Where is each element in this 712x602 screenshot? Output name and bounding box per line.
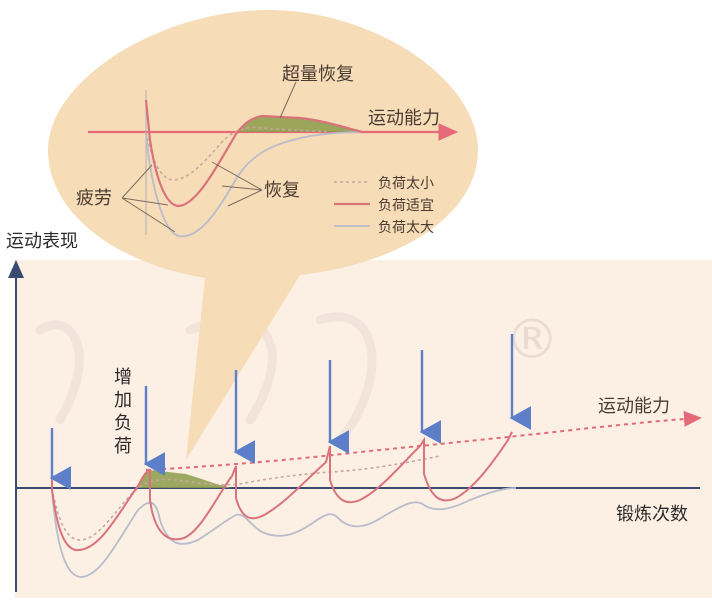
callout-curve-small — [145, 126, 331, 181]
callout-bubble — [48, 10, 478, 460]
recovery-pointer-1 — [211, 161, 263, 191]
plot-background — [15, 260, 712, 598]
fatigue-label: 疲劳 — [76, 188, 112, 209]
fatigue-pointer-2 — [121, 197, 169, 206]
callout-curve-large — [145, 131, 363, 238]
callout-axis-label: 运动能力 — [368, 108, 440, 129]
watermark: ® — [505, 308, 559, 371]
x-axis-label: 锻炼次数 — [616, 504, 688, 525]
load-label-char-1: 增 — [114, 367, 132, 388]
callout-supercomp-area — [238, 116, 362, 132]
fatigue-pointer-1 — [121, 164, 153, 199]
main-curve-small — [51, 455, 441, 541]
y-axis-label: 运动表现 — [6, 231, 78, 252]
legend-label-optimal: 负荷适宜 — [378, 198, 434, 214]
title-pointer — [279, 81, 297, 119]
recovery-label: 恢复 — [264, 180, 300, 201]
load-label: 增 加 负 荷 — [114, 367, 138, 457]
main-curve-optimal — [51, 431, 513, 552]
legend-label-small: 负荷太小 — [378, 176, 434, 192]
recovery-pointer-3 — [227, 189, 263, 207]
legend: 负荷太小 负荷适宜 负荷太大 — [334, 176, 434, 236]
recovery-pointer-2 — [221, 185, 263, 191]
callout-title: 超量恢复 — [282, 64, 354, 85]
trend-label: 运动能力 — [598, 396, 670, 417]
load-label-char-2: 加 — [114, 390, 132, 411]
legend-label-large: 负荷太大 — [378, 220, 434, 236]
load-label-char-3: 负 — [114, 413, 132, 434]
trend-line — [145, 410, 702, 471]
callout-curve-optimal — [144, 99, 363, 208]
main-curve-large — [51, 487, 517, 578]
fatigue-pointer-3 — [121, 197, 176, 233]
load-label-char-4: 荷 — [114, 436, 132, 457]
